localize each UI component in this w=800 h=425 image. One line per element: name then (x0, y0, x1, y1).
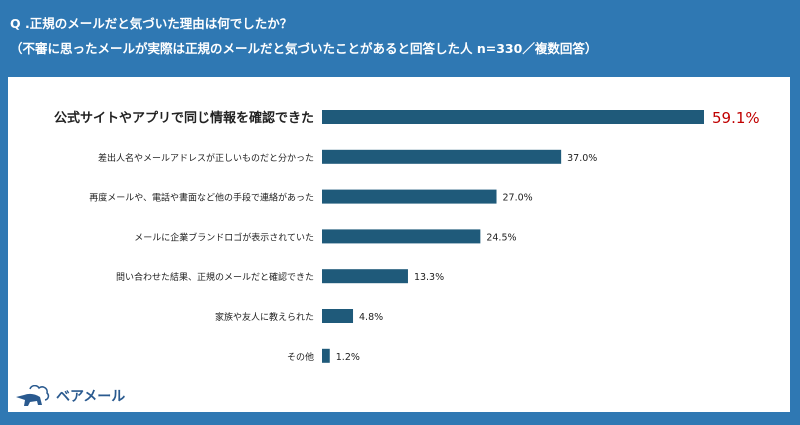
category-label: メールに企業ブランドロゴが表示されていた (134, 231, 314, 243)
category-label: 差出人名やメールアドレスが正しいものだと分かった (98, 152, 314, 164)
question-subtitle: （不審に思ったメールが実際は正規のメールだと気づいたことがあると回答した人 n=… (10, 41, 598, 56)
category-label: 問い合わせた結果、正規のメールだと確認できた (116, 271, 314, 283)
bar (322, 309, 354, 323)
category-label: 再度メールや、電話や書面など他の手段で連絡があった (89, 192, 314, 204)
data-label: 4.8% (359, 312, 383, 323)
data-label: 24.5% (486, 232, 516, 243)
bar (322, 348, 330, 363)
category-label: その他 (287, 351, 314, 363)
bear-logo-icon (16, 385, 50, 406)
logo: ベアメール (16, 385, 125, 407)
data-label: 37.0% (567, 153, 597, 164)
question-title: Q .正規のメールだと気づいた理由は何でしたか？ (10, 16, 293, 31)
data-label: 27.0% (503, 193, 533, 204)
logo-text: ベアメール (56, 389, 126, 405)
data-label: 59.1% (712, 109, 760, 127)
bar (322, 189, 497, 204)
bar (322, 110, 704, 124)
category-label: 公式サイトやアプリで同じ情報を確認できた (54, 110, 314, 126)
bar (322, 229, 481, 244)
category-label: 家族や友人に教えられた (215, 311, 314, 323)
bar (322, 269, 408, 284)
data-label: 1.2% (336, 352, 360, 363)
chart-panel (8, 77, 790, 412)
data-label: 13.3% (414, 272, 444, 283)
bar (322, 149, 562, 164)
